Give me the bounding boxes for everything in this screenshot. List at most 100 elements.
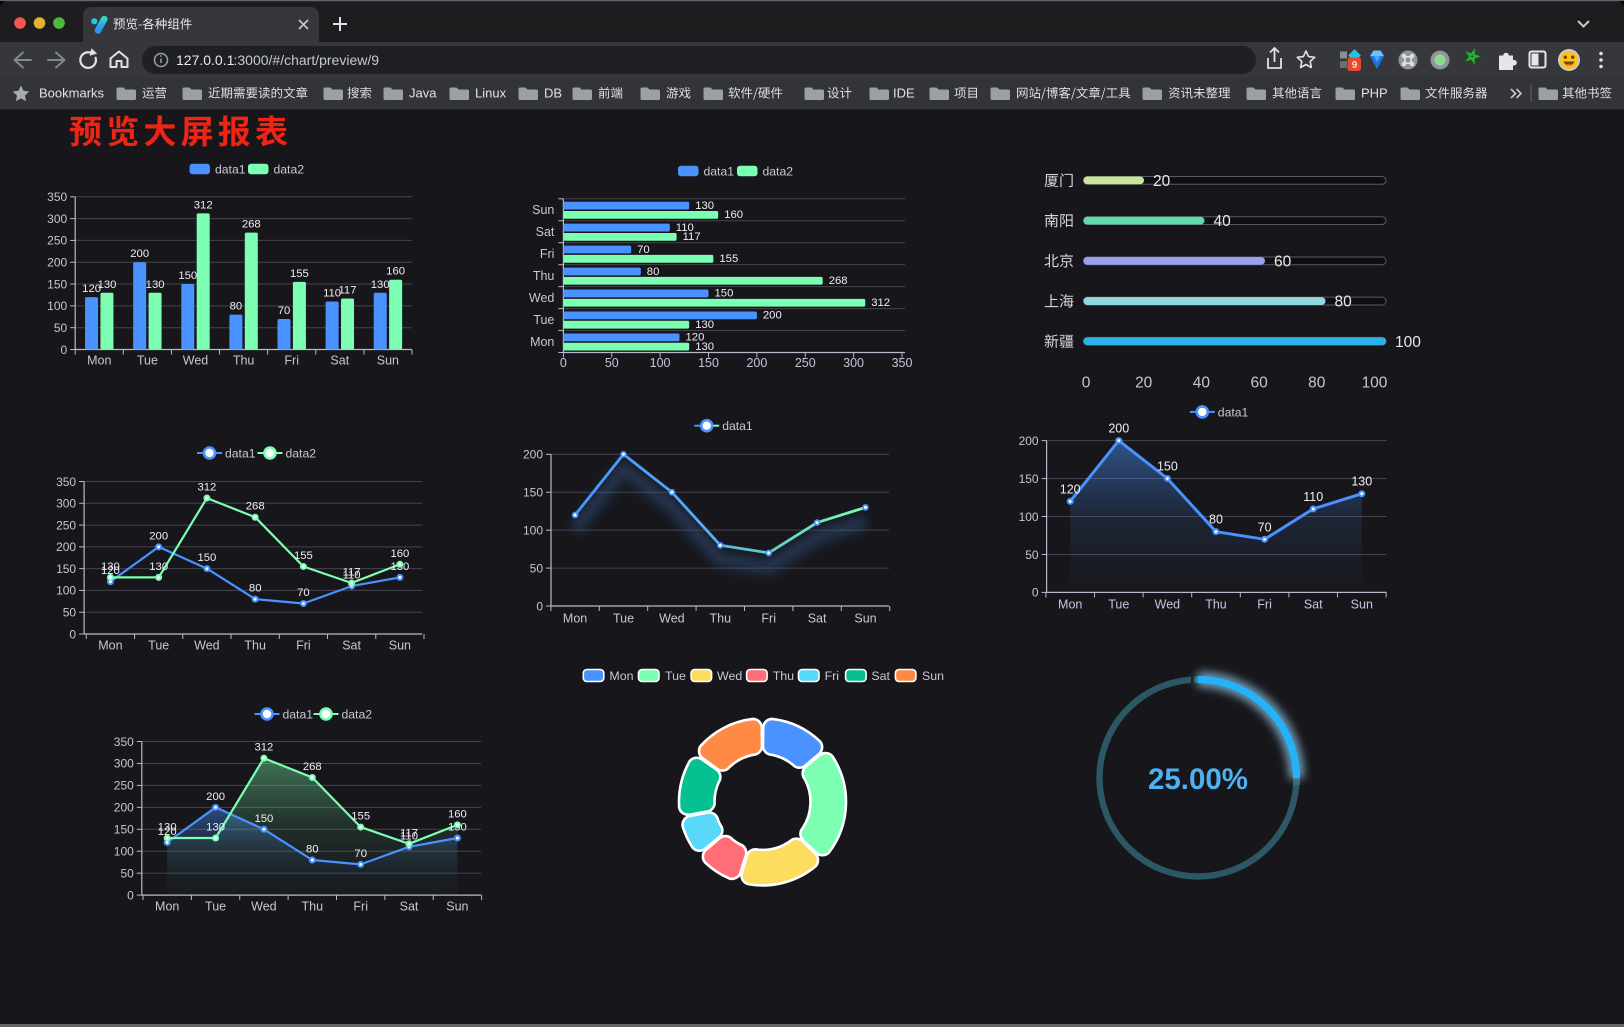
- svg-text:data2: data2: [286, 446, 317, 460]
- svg-text:130: 130: [695, 341, 714, 353]
- svg-text:80: 80: [647, 266, 660, 278]
- svg-text:Fri: Fri: [353, 900, 368, 914]
- svg-text:Fri: Fri: [540, 247, 555, 261]
- svg-text:Sun: Sun: [532, 203, 554, 217]
- svg-text:150: 150: [715, 288, 734, 300]
- svg-text:Thu: Thu: [773, 669, 794, 683]
- svg-text:130: 130: [101, 561, 120, 573]
- svg-text:80: 80: [1209, 513, 1223, 527]
- svg-text:Sun: Sun: [922, 669, 944, 683]
- svg-text:100: 100: [114, 845, 134, 859]
- svg-text:100: 100: [1019, 510, 1039, 524]
- svg-text:Thu: Thu: [1205, 598, 1227, 612]
- svg-text:268: 268: [246, 501, 265, 513]
- svg-text:120: 120: [158, 826, 177, 838]
- svg-text:250: 250: [47, 234, 67, 248]
- svg-text:Sat: Sat: [871, 669, 890, 683]
- svg-text:Mon: Mon: [609, 669, 633, 683]
- svg-text:Sat: Sat: [342, 639, 361, 653]
- svg-text:data2: data2: [342, 707, 373, 721]
- svg-text:150: 150: [47, 277, 67, 291]
- svg-text:Sat: Sat: [808, 612, 827, 626]
- svg-text:Sun: Sun: [854, 612, 876, 626]
- svg-text:0: 0: [61, 343, 68, 357]
- svg-text:250: 250: [56, 518, 76, 532]
- svg-text:Tue: Tue: [1108, 598, 1129, 612]
- svg-text:Tue: Tue: [665, 669, 686, 683]
- svg-text:130: 130: [206, 822, 225, 834]
- svg-text:Wed: Wed: [251, 900, 277, 914]
- svg-text:50: 50: [120, 867, 134, 881]
- svg-text:117: 117: [400, 827, 418, 839]
- svg-text:100: 100: [56, 584, 76, 598]
- svg-text:80: 80: [306, 844, 319, 856]
- svg-text:Mon: Mon: [1058, 598, 1082, 612]
- svg-text:300: 300: [47, 212, 67, 226]
- svg-text:50: 50: [63, 606, 77, 620]
- svg-text:Sun: Sun: [1351, 598, 1373, 612]
- svg-text:130: 130: [371, 279, 390, 291]
- svg-text:110: 110: [676, 222, 694, 234]
- svg-text:Thu: Thu: [710, 612, 732, 626]
- svg-text:Wed: Wed: [183, 354, 209, 368]
- svg-text:110: 110: [400, 830, 418, 842]
- svg-text:117: 117: [343, 567, 361, 579]
- svg-text:data1: data1: [215, 162, 246, 176]
- svg-text:50: 50: [1025, 548, 1039, 562]
- svg-text:Tue: Tue: [613, 612, 634, 626]
- svg-text:100: 100: [47, 299, 67, 313]
- svg-text:150: 150: [254, 813, 273, 825]
- svg-text:80: 80: [1308, 375, 1326, 392]
- svg-text:data1: data1: [225, 446, 256, 460]
- svg-text:200: 200: [47, 256, 67, 270]
- svg-text:0: 0: [127, 888, 134, 902]
- svg-text:Thu: Thu: [533, 269, 555, 283]
- svg-text:data2: data2: [763, 164, 794, 178]
- svg-text:200: 200: [763, 310, 782, 322]
- svg-text:160: 160: [390, 548, 409, 560]
- svg-text:150: 150: [178, 270, 197, 282]
- svg-text:Tue: Tue: [205, 900, 226, 914]
- svg-text:Linux: Linux: [475, 86, 507, 101]
- svg-text:268: 268: [242, 219, 261, 231]
- svg-text:Wed: Wed: [529, 291, 555, 305]
- svg-text:60: 60: [1250, 375, 1268, 392]
- svg-text:117: 117: [683, 231, 701, 243]
- svg-text:300: 300: [56, 497, 76, 511]
- svg-text:268: 268: [829, 275, 848, 287]
- svg-text:150: 150: [1157, 460, 1178, 474]
- svg-text:Thu: Thu: [244, 639, 266, 653]
- svg-text:312: 312: [194, 199, 213, 211]
- svg-text:Sat: Sat: [330, 354, 349, 368]
- svg-text:Tue: Tue: [137, 354, 158, 368]
- svg-text:130: 130: [695, 200, 714, 212]
- svg-text:Sat: Sat: [400, 900, 419, 914]
- svg-text:160: 160: [448, 808, 467, 820]
- svg-text:0: 0: [536, 599, 543, 613]
- svg-text:150: 150: [698, 356, 719, 370]
- svg-text:0: 0: [69, 627, 76, 641]
- svg-text:data1: data1: [1218, 405, 1249, 419]
- svg-text:20: 20: [1135, 375, 1153, 392]
- svg-text:Tue: Tue: [533, 313, 554, 327]
- svg-text:80: 80: [230, 301, 243, 313]
- svg-text:150: 150: [1019, 472, 1039, 486]
- svg-text:350: 350: [114, 735, 134, 749]
- svg-text:data2: data2: [274, 162, 305, 176]
- svg-text:160: 160: [386, 266, 405, 278]
- svg-text:117: 117: [338, 285, 356, 297]
- svg-text:200: 200: [1108, 422, 1129, 436]
- svg-text:200: 200: [746, 356, 767, 370]
- svg-text:Mon: Mon: [530, 335, 554, 349]
- svg-text:120: 120: [101, 565, 120, 577]
- svg-text:Wed: Wed: [194, 639, 220, 653]
- svg-text:130: 130: [146, 279, 165, 291]
- svg-text:312: 312: [871, 297, 890, 309]
- svg-text:312: 312: [197, 482, 216, 494]
- svg-text:200: 200: [206, 791, 225, 803]
- svg-text:50: 50: [605, 356, 619, 370]
- svg-text:Wed: Wed: [717, 669, 742, 683]
- svg-text:70: 70: [354, 848, 367, 860]
- svg-text:Mon: Mon: [155, 900, 179, 914]
- svg-text:200: 200: [1019, 434, 1039, 448]
